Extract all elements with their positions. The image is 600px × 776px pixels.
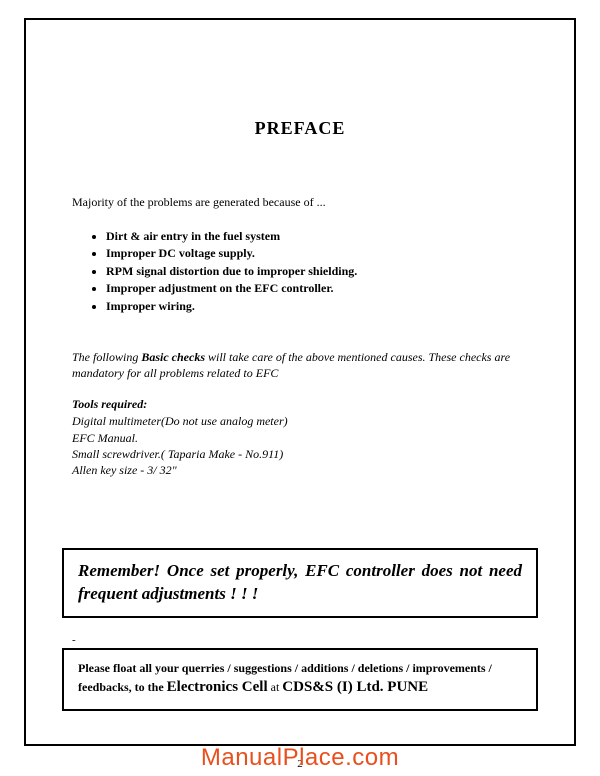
tools-list: Digital multimeter(Do not use analog met… [72,413,528,478]
feedback-line2-pre: feedbacks, to the [78,680,167,694]
list-item: Improper wiring. [106,298,528,315]
problem-bullets: Dirt & air entry in the fuel system Impr… [106,228,528,315]
list-item: Improper DC voltage supply. [106,245,528,262]
intro-text: Majority of the problems are generated b… [72,195,528,210]
page-number: 2 [0,758,600,770]
list-item: Improper adjustment on the EFC controlle… [106,280,528,297]
remember-callout-box: Remember! Once set properly, EFC control… [62,548,538,618]
dash-separator: - [72,634,528,646]
feedback-line1: Please float all your querries / suggest… [78,661,492,675]
feedback-electronics-cell: Electronics Cell [167,679,268,695]
checks-note: The following Basic checks will take car… [72,349,528,381]
feedback-line2-mid: at [268,680,283,694]
list-item: Dirt & air entry in the fuel system [106,228,528,245]
remember-callout-text: Remember! Once set properly, EFC control… [78,560,522,606]
tool-item: Allen key size - 3/ 32" [72,462,528,478]
list-item: RPM signal distortion due to improper sh… [106,263,528,280]
tool-item: Digital multimeter(Do not use analog met… [72,413,528,429]
tools-title: Tools required: [72,397,528,412]
feedback-company: CDS&S (I) Ltd. PUNE [282,679,428,695]
page-title: PREFACE [72,118,528,139]
tool-item: EFC Manual. [72,430,528,446]
checks-note-pre: The following [72,350,141,364]
page-content: PREFACE Majority of the problems are gen… [24,18,576,746]
tool-item: Small screwdriver.( Taparia Make - No.91… [72,446,528,462]
feedback-callout-box: Please float all your querries / suggest… [62,648,538,711]
feedback-callout-text: Please float all your querries / suggest… [78,660,522,699]
checks-note-bold: Basic checks [141,350,205,364]
